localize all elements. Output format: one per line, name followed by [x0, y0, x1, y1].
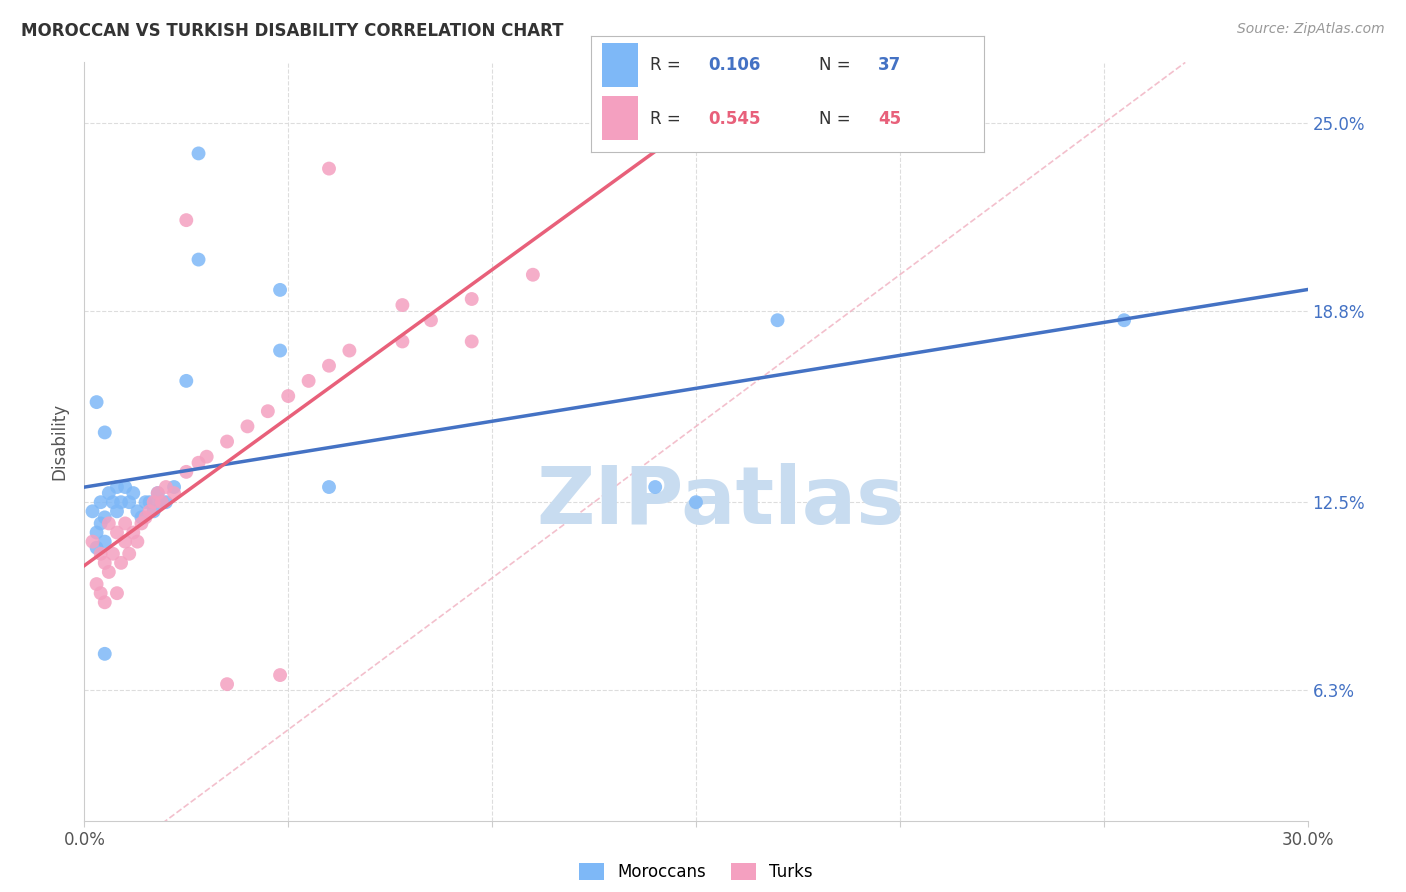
Point	[155, 495, 177, 509]
Text: MOROCCAN VS TURKISH DISABILITY CORRELATION CHART: MOROCCAN VS TURKISH DISABILITY CORRELATI…	[21, 22, 564, 40]
Text: 45: 45	[877, 111, 901, 128]
Point	[298, 374, 321, 388]
Point	[195, 450, 218, 464]
Point	[257, 404, 280, 418]
Point	[163, 486, 186, 500]
Point	[101, 547, 124, 561]
Point	[277, 389, 299, 403]
Point	[110, 495, 132, 509]
Point	[138, 504, 160, 518]
Point	[82, 534, 104, 549]
Point	[318, 480, 340, 494]
Point	[86, 541, 108, 555]
Point	[174, 465, 197, 479]
Point	[766, 313, 789, 327]
Point	[146, 486, 169, 500]
Point	[118, 495, 141, 509]
Point	[522, 268, 544, 282]
Point	[110, 556, 132, 570]
Point	[127, 534, 149, 549]
Point	[461, 334, 484, 349]
Point	[339, 343, 361, 358]
Text: 0.106: 0.106	[709, 55, 761, 74]
Text: N =: N =	[818, 55, 856, 74]
Point	[86, 395, 108, 409]
Bar	[602, 43, 638, 87]
Point	[217, 434, 239, 449]
Point	[118, 547, 141, 561]
Point	[97, 486, 120, 500]
Point	[86, 577, 108, 591]
Text: R =: R =	[650, 55, 686, 74]
Point	[150, 495, 173, 509]
Point	[90, 516, 112, 531]
Point	[105, 480, 128, 494]
Point	[269, 283, 291, 297]
Point	[114, 534, 136, 549]
Point	[142, 504, 165, 518]
Point	[97, 565, 120, 579]
Point	[93, 425, 115, 440]
Y-axis label: Disability: Disability	[51, 403, 69, 480]
Point	[269, 668, 291, 682]
Point	[82, 504, 104, 518]
Point	[217, 677, 239, 691]
Text: 0.545: 0.545	[709, 111, 761, 128]
Point	[90, 495, 112, 509]
Point	[101, 495, 124, 509]
Point	[318, 359, 340, 373]
Point	[90, 586, 112, 600]
Text: R =: R =	[650, 111, 686, 128]
Point	[93, 556, 115, 570]
Point	[93, 534, 115, 549]
Point	[236, 419, 259, 434]
Point	[90, 547, 112, 561]
Point	[187, 456, 209, 470]
Point	[97, 516, 120, 531]
Point	[150, 495, 173, 509]
Text: ZIPatlas: ZIPatlas	[536, 463, 904, 541]
Point	[685, 495, 707, 509]
Point	[93, 510, 115, 524]
Point	[131, 516, 153, 531]
Point	[114, 480, 136, 494]
Point	[420, 313, 443, 327]
Point	[644, 480, 666, 494]
Point	[105, 504, 128, 518]
Point	[318, 161, 340, 176]
Point	[187, 252, 209, 267]
Point	[135, 495, 157, 509]
Point	[93, 595, 115, 609]
Point	[269, 343, 291, 358]
Point	[114, 516, 136, 531]
Point	[1114, 313, 1136, 327]
Point	[138, 495, 160, 509]
Point	[127, 504, 149, 518]
Point	[155, 480, 177, 494]
Point	[163, 480, 186, 494]
Point	[187, 146, 209, 161]
Point	[86, 525, 108, 540]
Point	[391, 298, 413, 312]
Point	[131, 510, 153, 524]
Point	[105, 525, 128, 540]
Point	[93, 647, 115, 661]
Point	[122, 486, 145, 500]
Point	[122, 525, 145, 540]
Point	[391, 334, 413, 349]
Point	[105, 586, 128, 600]
Bar	[602, 96, 638, 140]
Text: 37: 37	[877, 55, 901, 74]
Point	[142, 495, 165, 509]
Point	[174, 213, 197, 227]
Text: Source: ZipAtlas.com: Source: ZipAtlas.com	[1237, 22, 1385, 37]
Legend: Moroccans, Turks: Moroccans, Turks	[572, 856, 820, 888]
Text: N =: N =	[818, 111, 856, 128]
Point	[461, 292, 484, 306]
Point	[146, 486, 169, 500]
Point	[135, 510, 157, 524]
Point	[174, 374, 197, 388]
